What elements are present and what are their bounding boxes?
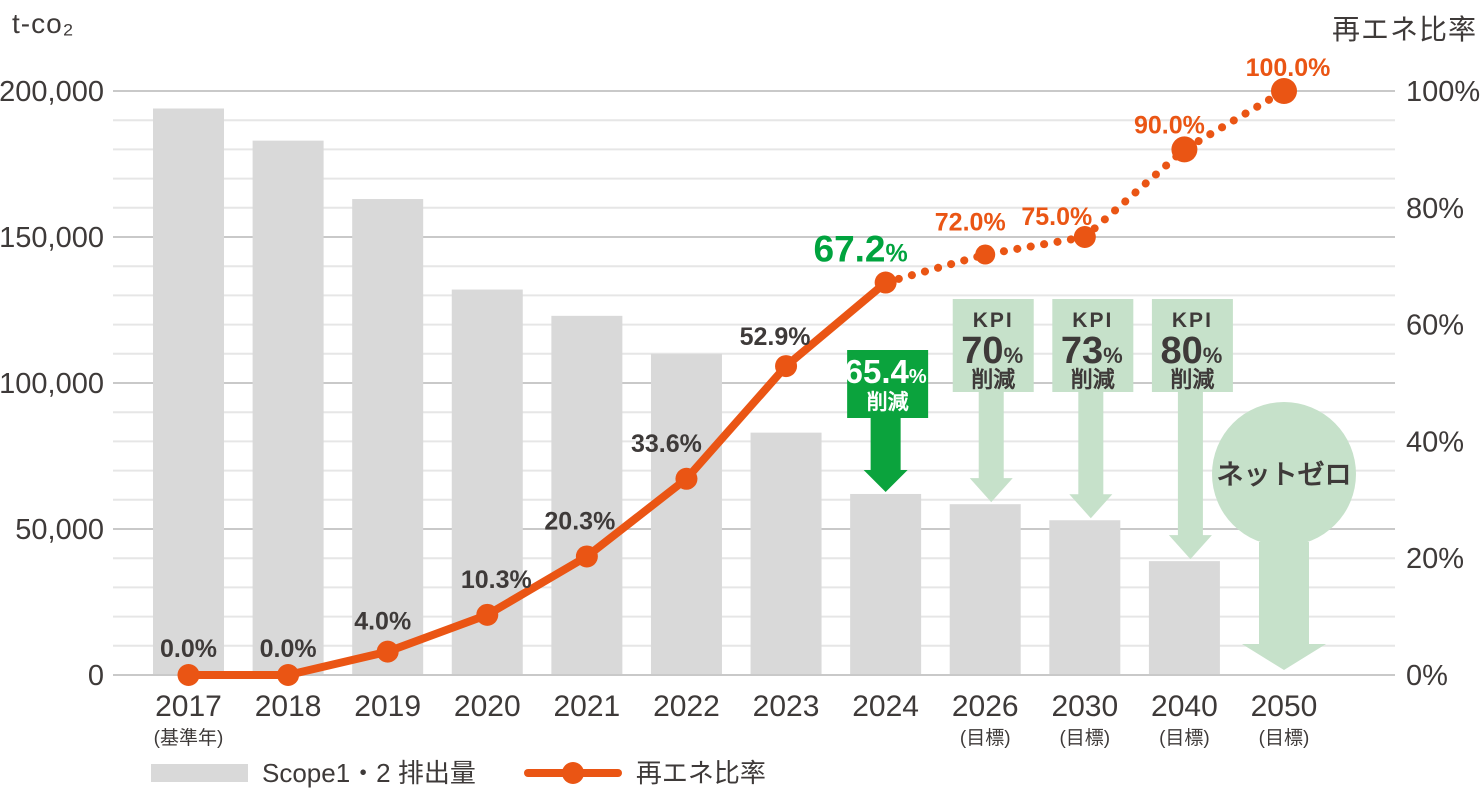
re-point-label: 20.3% (544, 507, 615, 535)
bar (352, 199, 424, 676)
right-tick-label: 0% (1406, 660, 1448, 692)
left-axis-title: t-co₂ (12, 8, 75, 39)
bar (1148, 561, 1220, 675)
kpi-box-label: 削減 (1170, 367, 1214, 392)
year-label: 2020 (454, 690, 521, 723)
year-label: 2022 (653, 690, 720, 723)
highlight-box (847, 350, 929, 418)
re-point-label: 100.0% (1246, 54, 1331, 82)
year-label: 2040 (1151, 690, 1218, 723)
kpi-arrow-icon (1069, 392, 1113, 519)
left-tick-label: 100,000 (0, 368, 104, 400)
year-label: 2050 (1251, 690, 1318, 723)
year-label: 2019 (354, 690, 421, 723)
re-point (975, 244, 996, 265)
re-point-label: 52.9% (740, 323, 811, 351)
bar (551, 315, 623, 675)
right-axis-title: 再エネ比率 (1331, 14, 1477, 45)
re-point-label: 0.0% (260, 635, 317, 663)
kpi-box (952, 299, 1034, 392)
re-point (874, 271, 897, 294)
re-point-label: 75.0% (1021, 203, 1092, 231)
kpi-box-value: 80% (1160, 330, 1222, 372)
re-point (376, 640, 399, 663)
net-zero-circle (1212, 402, 1357, 546)
re-point (575, 545, 598, 568)
kpi-box-title: KPI (1072, 309, 1113, 332)
re-point (277, 664, 300, 686)
re-line-solid (184, 278, 890, 679)
year-note: (目標) (960, 727, 1011, 749)
highlight-box-label: 削減 (867, 390, 909, 414)
left-tick-label: 0 (88, 660, 104, 692)
re-point-label: 33.6% (631, 430, 702, 458)
re-point-label: 72.0% (935, 209, 1006, 237)
year-note: (目標) (1259, 727, 1310, 749)
kpi-box (1052, 299, 1134, 392)
re-point (1271, 78, 1298, 104)
year-label: 2023 (753, 690, 820, 723)
re-point (476, 603, 499, 626)
bar (650, 353, 722, 675)
kpi-box-label: 削減 (1071, 367, 1115, 392)
legend: Scope1・2 排出量 再エネ比率 (151, 753, 766, 790)
right-tick-label: 40% (1406, 426, 1464, 458)
re-point (1171, 136, 1198, 163)
kpi-arrow-icon (1168, 392, 1212, 560)
kpi-box-title: KPI (973, 309, 1014, 332)
year-note: (基準年) (154, 727, 224, 749)
left-tick-label: 200,000 (0, 76, 104, 108)
legend-bar-swatch (151, 764, 248, 782)
re-point (675, 467, 698, 490)
highlight-arrow-icon (863, 418, 908, 492)
re-point (775, 355, 798, 378)
kpi-box (1151, 299, 1233, 392)
kpi-arrow-icon (969, 392, 1013, 503)
right-tick-label: 100% (1406, 76, 1480, 108)
re-point-label: 90.0% (1134, 111, 1205, 139)
legend-bar-label: Scope1・2 排出量 (262, 758, 476, 788)
bar (1049, 520, 1121, 675)
bar (850, 493, 922, 675)
legend-line-swatch (523, 761, 622, 784)
net-zero-label: ネットゼロ (1217, 460, 1352, 490)
re-point-label: 0.0% (160, 635, 217, 663)
kpi-box-value: 73% (1061, 330, 1123, 372)
right-tick-label: 60% (1406, 310, 1464, 342)
kpi-box-title: KPI (1172, 309, 1213, 332)
left-tick-label: 150,000 (0, 222, 104, 254)
right-tick-label: 20% (1406, 543, 1464, 575)
highlight-box-value: 65.4% (845, 353, 927, 390)
bar (750, 432, 822, 675)
re-point (177, 664, 200, 686)
kpi-box-label: 削減 (971, 367, 1015, 392)
year-label: 2030 (1051, 690, 1118, 723)
left-tick-label: 50,000 (15, 514, 104, 546)
net-zero-arrow-icon (1242, 542, 1327, 670)
legend-dot-icon (561, 761, 584, 784)
year-label: 2018 (255, 690, 322, 723)
right-tick-label: 80% (1406, 193, 1464, 225)
kpi-box-value: 70% (961, 330, 1023, 372)
year-note: (目標) (1159, 727, 1210, 749)
year-label: 2024 (852, 690, 919, 723)
re-point-label-highlight: 67.2% (814, 229, 908, 270)
year-note: (目標) (1059, 727, 1110, 749)
year-label: 2017 (155, 690, 222, 723)
bar (949, 504, 1021, 675)
legend-line-label: 再エネ比率 (635, 758, 766, 788)
re-point (1073, 226, 1096, 248)
bar (252, 140, 324, 675)
re-point-label: 4.0% (354, 608, 411, 636)
re-point-label: 10.3% (461, 566, 532, 594)
year-label: 2021 (553, 690, 620, 723)
year-label: 2026 (952, 690, 1019, 723)
bar (153, 108, 224, 675)
